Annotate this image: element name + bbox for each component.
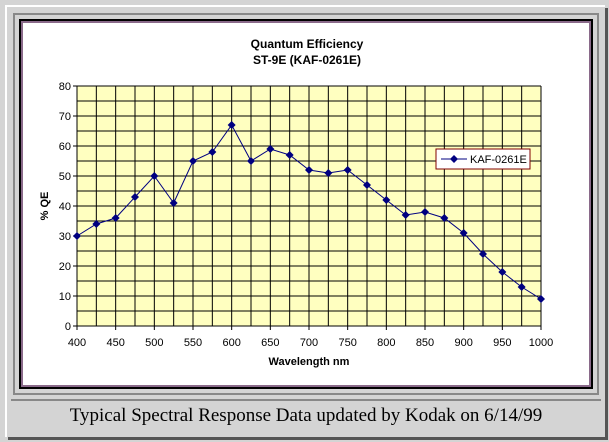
- data-point: [92, 220, 101, 228]
- chart-subtitle: ST-9E (KAF-0261E): [253, 53, 361, 67]
- x-tick-label: 900: [454, 337, 472, 349]
- y-tick-label: 50: [59, 171, 71, 183]
- data-point: [208, 148, 217, 156]
- data-point: [247, 157, 255, 165]
- data-point: [324, 169, 333, 177]
- x-tick-label: 750: [338, 337, 356, 349]
- data-point: [343, 166, 352, 174]
- data-point: [111, 214, 120, 222]
- x-tick-label: 1000: [529, 337, 553, 349]
- data-point: [150, 172, 159, 180]
- legend: KAF-0261E: [435, 148, 531, 170]
- x-tick-label: 700: [300, 337, 318, 349]
- data-point: [169, 199, 178, 207]
- y-axis-label: % QE: [39, 192, 51, 221]
- legend-marker: [450, 155, 458, 163]
- data-point: [73, 232, 81, 240]
- data-point: [440, 214, 449, 222]
- legend-label: KAF-0261E: [470, 154, 527, 166]
- x-tick-label: 450: [106, 337, 124, 349]
- y-tick-label: 40: [59, 201, 71, 213]
- data-point: [227, 121, 236, 129]
- x-tick-label: 550: [184, 337, 202, 349]
- data-point: [479, 250, 487, 258]
- y-tick-label: 80: [59, 81, 71, 93]
- data-point: [266, 145, 275, 153]
- data-point: [517, 283, 526, 291]
- x-tick-label: 850: [416, 337, 434, 349]
- data-point: [363, 181, 371, 189]
- y-tick-label: 0: [65, 321, 71, 333]
- y-tick-label: 30: [59, 231, 71, 243]
- caption: Typical Spectral Response Data updated b…: [11, 399, 601, 431]
- x-axis-label: Wavelength nm: [269, 356, 350, 368]
- y-tick-label: 20: [59, 261, 71, 273]
- chart-title: Quantum Efficiency: [251, 37, 364, 51]
- x-tick-label: 800: [377, 337, 395, 349]
- data-point: [382, 196, 391, 204]
- x-tick-label: 400: [68, 337, 86, 349]
- data-point: [285, 151, 294, 159]
- y-tick-label: 70: [59, 111, 71, 123]
- data-point: [305, 166, 313, 174]
- data-point: [131, 193, 139, 201]
- x-tick-label: 600: [222, 337, 240, 349]
- x-tick-label: 950: [493, 337, 511, 349]
- data-point: [401, 211, 410, 219]
- data-point: [421, 208, 429, 216]
- y-tick-label: 60: [59, 141, 71, 153]
- y-tick-label: 10: [59, 291, 71, 303]
- data-point: [498, 268, 507, 276]
- x-tick-label: 650: [261, 337, 279, 349]
- data-point: [537, 295, 545, 303]
- x-tick-label: 500: [145, 337, 163, 349]
- data-point: [189, 157, 197, 165]
- data-point: [459, 229, 468, 237]
